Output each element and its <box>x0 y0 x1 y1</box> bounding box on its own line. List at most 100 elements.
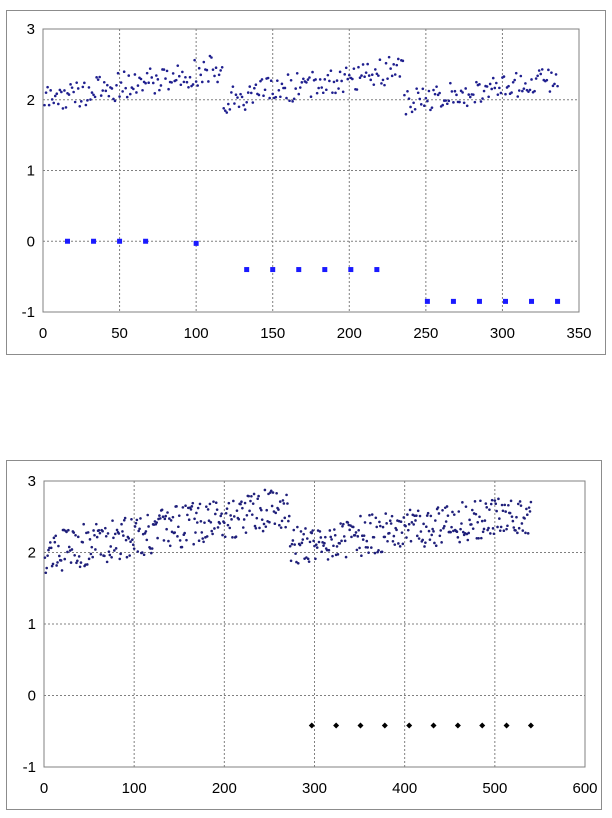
chart-1-data-point <box>539 72 543 76</box>
chart-2-data-point <box>300 541 304 545</box>
chart-1-data-point <box>279 95 282 99</box>
chart-2-data-point <box>515 515 518 519</box>
chart-1-data-point <box>268 96 271 100</box>
chart-1-data-point <box>337 87 340 90</box>
chart-1-data-point <box>347 73 351 77</box>
chart-2-data-point <box>113 549 116 552</box>
chart-1-data-point <box>412 101 415 105</box>
chart-2-data-point <box>365 539 369 543</box>
chart-2-data-point <box>90 545 94 549</box>
chart-1-data-point <box>452 101 455 104</box>
chart-2-data-point <box>342 535 346 538</box>
chart-1-data-point <box>487 95 490 99</box>
chart-1-data-point <box>516 95 520 98</box>
chart-2-data-point <box>503 503 507 507</box>
chart-1-data-point <box>528 88 532 92</box>
chart-1-data-point <box>468 95 472 99</box>
chart-2-data-point <box>256 497 259 501</box>
chart-2-data-point <box>280 519 284 523</box>
chart-1-data-point <box>547 68 550 72</box>
chart-1-data-point <box>196 84 199 87</box>
chart-1-data-point <box>52 101 56 105</box>
chart-2-data-point <box>409 539 413 543</box>
chart-2-data-point <box>121 530 124 533</box>
chart-1-data-point <box>84 103 88 107</box>
chart-2-data-point <box>272 510 276 513</box>
chart-2-data-point <box>145 538 149 542</box>
chart-2-data-point <box>428 538 432 541</box>
chart-2-data-point <box>47 548 50 552</box>
chart-2-x-tick-label: 500 <box>482 780 507 797</box>
chart-2-data-point <box>131 538 134 541</box>
chart-1-data-point <box>404 112 408 116</box>
chart-2-data-point <box>400 531 404 534</box>
chart-2-data-point <box>377 548 380 552</box>
chart-1-data-point <box>159 84 163 87</box>
chart-1-data-point <box>187 85 190 89</box>
chart-2-data-point <box>214 501 218 505</box>
chart-2-data-point <box>104 526 107 530</box>
chart-1-data-point <box>398 75 402 78</box>
chart-2-data-point <box>326 558 330 561</box>
chart-2-data-point <box>262 522 266 526</box>
chart-2-data-point <box>284 525 287 529</box>
chart-2-data-point <box>210 529 214 533</box>
chart-2-data-point <box>473 500 477 503</box>
chart-2-data-point <box>232 515 236 518</box>
chart-2-data-point <box>305 556 308 559</box>
chart-2-data-point <box>516 502 520 506</box>
chart-1-data-point <box>370 73 374 76</box>
chart-2-y-tick-label: 2 <box>28 545 36 562</box>
chart-2-data-point <box>293 543 296 546</box>
chart-2-data-point <box>477 536 480 540</box>
chart-1-data-point <box>357 65 360 69</box>
chart-1-data-point <box>308 76 311 79</box>
chart-1-data-point <box>197 66 201 70</box>
chart-2-data-point <box>380 550 384 554</box>
chart-2-data-point <box>273 522 277 526</box>
chart-1-data-point <box>527 90 530 93</box>
chart-2-data-point <box>271 491 275 494</box>
chart-2-data-point <box>195 521 199 524</box>
chart-1-marker-point <box>424 298 430 304</box>
chart-1-data-point <box>317 86 320 90</box>
chart-2-data-point <box>209 520 213 524</box>
chart-2-data-point <box>219 514 223 518</box>
chart-2-data-point <box>528 510 532 513</box>
chart-2-data-point <box>221 533 224 537</box>
chart-2-data-point <box>499 525 503 529</box>
chart-2-data-point <box>312 539 315 543</box>
chart-2-data-point <box>58 554 61 558</box>
chart-2-marker-point <box>527 722 534 729</box>
chart-2-data-point <box>299 530 303 533</box>
chart-2-data-point <box>252 492 256 496</box>
chart-2-data-point <box>494 502 498 506</box>
chart-1-data-point <box>167 87 170 91</box>
chart-1-data-point <box>418 97 422 101</box>
chart-2-data-point <box>286 502 289 505</box>
chart-1-data-point <box>424 96 428 100</box>
chart-1-data-point <box>550 71 553 74</box>
chart-2-x-tick-label: 300 <box>302 780 327 797</box>
chart-2-data-point <box>285 493 288 497</box>
chart-1-data-point <box>323 78 327 81</box>
chart-2-data-point <box>486 528 489 532</box>
chart-1-data-point <box>453 89 457 93</box>
chart-1-data-point <box>510 91 513 94</box>
chart-2-data-point <box>184 504 187 508</box>
chart-1-data-point <box>291 100 294 103</box>
chart-1-data-point <box>240 95 244 99</box>
chart-2-data-point <box>480 536 483 540</box>
chart-2-data-point <box>456 536 460 539</box>
chart-1-data-point <box>514 71 518 75</box>
chart-2-data-point <box>492 532 496 536</box>
chart-1-data-point <box>320 86 324 89</box>
chart-1-data-point <box>72 90 75 94</box>
chart-2-data-point <box>504 510 507 513</box>
chart-panel-bottom: 0 100 200 300 400 500 600 -1 0 1 2 3 <box>6 460 602 810</box>
chart-2-data-point <box>353 533 357 537</box>
chart-2-data-point <box>489 532 492 535</box>
chart-1-x-tick-label: 250 <box>413 325 438 342</box>
chart-1-data-point <box>403 93 406 97</box>
chart-2-data-point <box>52 536 56 540</box>
